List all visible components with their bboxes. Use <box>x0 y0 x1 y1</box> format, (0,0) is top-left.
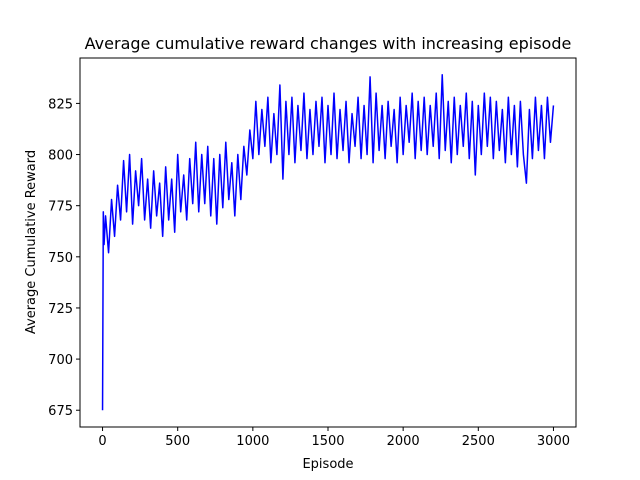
y-tick-label: 825 <box>48 97 73 112</box>
y-tick-label: 750 <box>48 251 73 266</box>
x-tick-label: 3000 <box>537 434 570 449</box>
y-tick-label: 725 <box>48 302 73 317</box>
chart-title: Average cumulative reward changes with i… <box>85 34 572 53</box>
x-axis-label: Episode <box>302 457 353 472</box>
x-tick-label: 1500 <box>311 434 344 449</box>
y-tick-label: 800 <box>48 149 73 164</box>
y-axis-label: Average Cumulative Reward <box>24 150 39 334</box>
line <box>101 74 555 411</box>
x-tick-label: 1000 <box>236 434 269 449</box>
y-tick-label: 775 <box>48 200 73 215</box>
x-tick-label: 2000 <box>387 434 420 449</box>
x-tick-label: 2500 <box>462 434 495 449</box>
x-tick-label: 0 <box>98 434 106 449</box>
y-tick-label: 675 <box>48 404 73 419</box>
axes-frame <box>79 57 577 428</box>
y-tick-label: 700 <box>48 353 73 368</box>
x-tick-label: 500 <box>165 434 190 449</box>
